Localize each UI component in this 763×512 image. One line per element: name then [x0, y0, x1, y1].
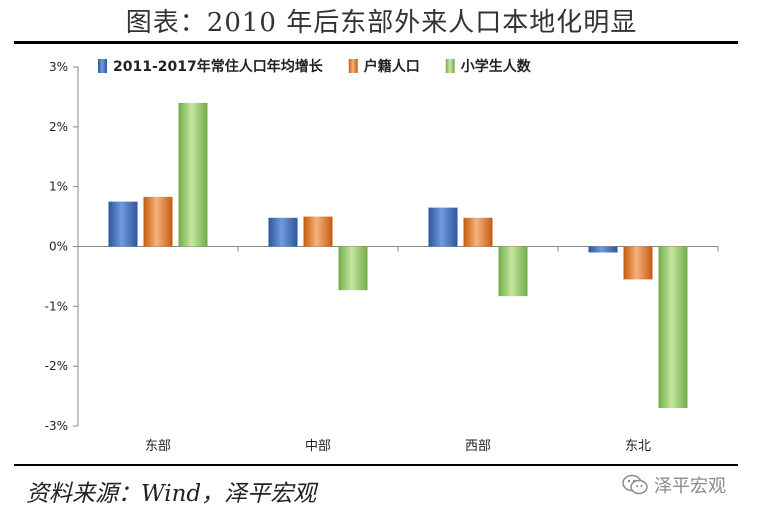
legend-label: 2011-2017年常住人口年均增长	[113, 58, 324, 75]
bar	[463, 217, 493, 247]
bar-chart: -3% -2% -1% 0% 1% 2% 3% 东部 中部 西部 东北 2011-2017年常住人口年…	[45, 58, 719, 454]
legend-swatch	[348, 59, 358, 73]
bar	[623, 246, 653, 280]
plot-area: -3% -2% -1% 0% 1% 2% 3% 东部 中部 西部 东北 2011-2017年常住人口年…	[45, 58, 719, 454]
bar	[658, 246, 688, 409]
y-tick-label: 1%	[49, 180, 68, 194]
category-label: 东北	[625, 439, 651, 454]
y-tick-label: -1%	[45, 299, 68, 313]
wechat-icon	[622, 474, 648, 495]
y-tick-label: 3%	[49, 60, 68, 74]
legend-swatch	[98, 59, 107, 73]
bar	[178, 102, 208, 247]
category-label: 中部	[305, 439, 331, 454]
bar	[498, 246, 528, 297]
bar	[268, 217, 298, 247]
y-tick-label: 0%	[49, 240, 68, 254]
bar	[143, 196, 173, 247]
y-tick-label: -2%	[45, 359, 68, 373]
watermark-text: 泽平宏观	[654, 476, 726, 497]
legend-label: 户籍人口	[364, 58, 420, 75]
bar	[338, 246, 368, 291]
category-label: 东部	[145, 439, 171, 454]
watermark: 泽平宏观	[622, 472, 726, 498]
chart-title: 图表：2010 年后东部外来人口本地化明显	[125, 8, 638, 38]
y-tick-label: -3%	[45, 419, 68, 433]
source-note: 资料来源：Wind，泽平宏观	[26, 481, 317, 507]
y-tick-label: 2%	[49, 120, 68, 134]
bar	[428, 207, 458, 247]
legend-label: 小学生人数	[461, 58, 532, 75]
legend-swatch	[445, 59, 455, 73]
top-rule	[14, 41, 738, 44]
bar	[588, 246, 618, 253]
bottom-rule	[14, 464, 738, 466]
bar	[108, 201, 138, 247]
bar	[303, 216, 333, 247]
category-label: 西部	[465, 439, 491, 454]
